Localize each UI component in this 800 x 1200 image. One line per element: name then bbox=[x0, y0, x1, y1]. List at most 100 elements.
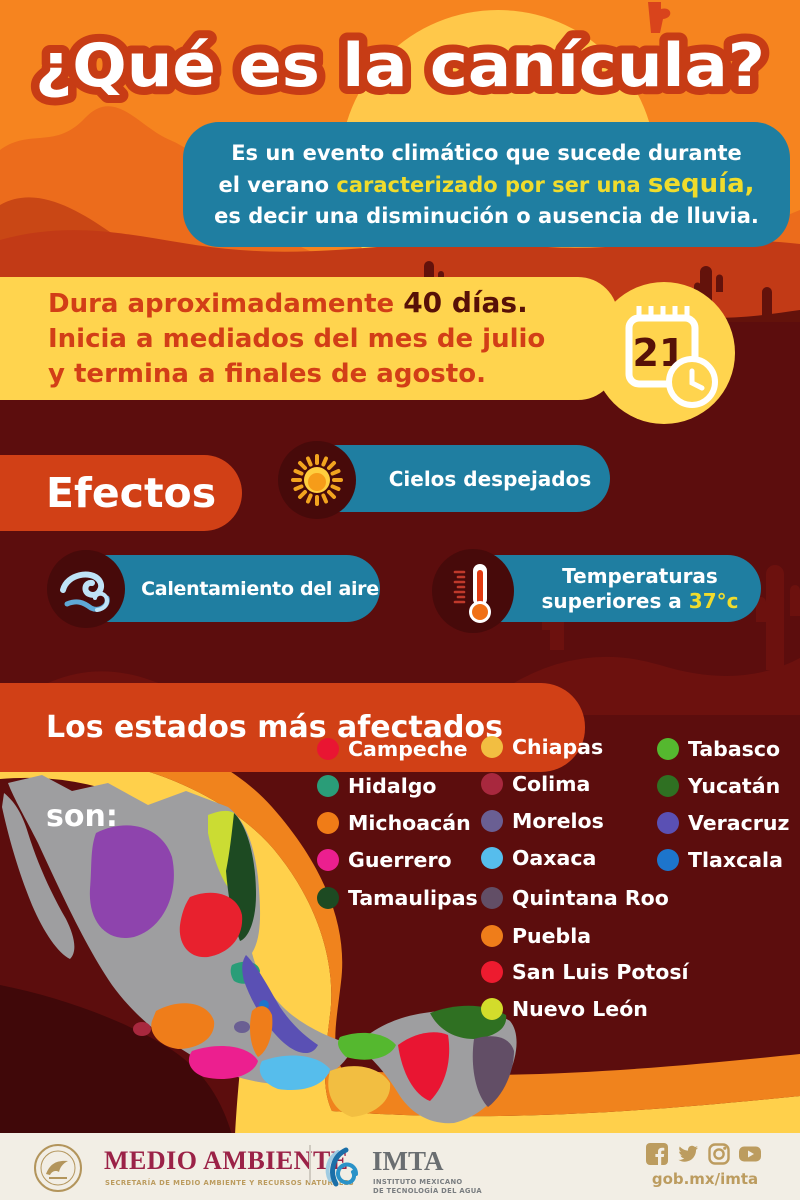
effect-air-heating-badge bbox=[47, 550, 125, 628]
state-dot bbox=[317, 775, 339, 797]
list-item: San Luis Potosí bbox=[481, 960, 689, 984]
map-shadow bbox=[0, 985, 232, 1135]
duration-line-1: Dura aproximadamente 40 días. bbox=[48, 285, 618, 322]
effect-clear-skies: Cielos despejados bbox=[300, 445, 610, 512]
state-label: Campeche bbox=[348, 737, 468, 761]
brand-medio-ambiente: MEDIO AMBIENTE bbox=[104, 1146, 349, 1175]
social-icons bbox=[646, 1143, 761, 1165]
duration-box: Dura aproximadamente 40 días. Inicia a m… bbox=[0, 277, 618, 400]
duration-line-3: y termina a finales de agosto. bbox=[48, 359, 486, 389]
list-item: Quintana Roo bbox=[481, 886, 669, 910]
list-item: Yucatán bbox=[657, 774, 780, 798]
state-label: Oaxaca bbox=[512, 846, 597, 870]
effect-temperatures-line1: Temperaturas bbox=[562, 563, 718, 588]
list-item: Colima bbox=[481, 772, 590, 796]
effects-heading: Efectos bbox=[0, 455, 242, 531]
state-label: Tlaxcala bbox=[688, 848, 783, 872]
instagram-icon[interactable] bbox=[708, 1143, 730, 1165]
list-item: Campeche bbox=[317, 737, 467, 761]
effect-temperatures-line2: superiores a 37°c bbox=[519, 589, 761, 614]
calendar-clock-icon: 21 bbox=[625, 306, 718, 408]
state-label: Tamaulipas bbox=[348, 886, 478, 910]
intro-box: Es un evento climático que sucede durant… bbox=[183, 122, 790, 247]
page-title-art: ¿Qué es la canícula? bbox=[27, 23, 773, 109]
list-item: Hidalgo bbox=[317, 774, 436, 798]
imta-subtitle-line1: INSTITUTO MEXICANO bbox=[373, 1178, 463, 1186]
brand-subtitle: SECRETARÍA DE MEDIO AMBIENTE Y RECURSOS … bbox=[105, 1179, 355, 1187]
youtube-icon[interactable] bbox=[739, 1143, 761, 1165]
list-item: Tlaxcala bbox=[657, 848, 783, 872]
list-item: Michoacán bbox=[317, 811, 471, 835]
state-label: Tabasco bbox=[688, 737, 781, 761]
state-dot bbox=[317, 812, 339, 834]
sun-icon bbox=[291, 454, 343, 506]
state-label: San Luis Potosí bbox=[512, 960, 689, 984]
calendar-badge: 21 bbox=[593, 282, 735, 424]
intro-line-2-highlight-big: sequía, bbox=[647, 168, 755, 199]
state-label: Veracruz bbox=[688, 811, 790, 835]
list-item: Chiapas bbox=[481, 735, 603, 759]
state-label: Morelos bbox=[512, 809, 604, 833]
effect-temperatures-badge bbox=[432, 549, 514, 633]
gob-mx-link[interactable]: gob.mx/imta bbox=[651, 1170, 759, 1188]
state-dot bbox=[481, 961, 503, 983]
list-item: Puebla bbox=[481, 924, 591, 948]
state-dot bbox=[481, 736, 503, 758]
effect-clear-skies-label: Cielos despejados bbox=[388, 466, 592, 491]
list-item: Veracruz bbox=[657, 811, 789, 835]
state-dot bbox=[481, 773, 503, 795]
duration-days: 40 días. bbox=[403, 286, 528, 319]
mexico-map bbox=[0, 726, 800, 1135]
intro-line-1: Es un evento climático que sucede durant… bbox=[231, 140, 742, 165]
state-dot bbox=[657, 812, 679, 834]
state-dot bbox=[657, 849, 679, 871]
imta-wordmark: IMTA bbox=[372, 1146, 444, 1176]
page-title: ¿Qué es la canícula? bbox=[35, 31, 765, 101]
effect-temperatures-value: 37°c bbox=[688, 588, 739, 613]
thermometer-icon bbox=[453, 564, 491, 623]
state-dot bbox=[481, 810, 503, 832]
twitter-icon[interactable] bbox=[677, 1143, 699, 1165]
state-label: Chiapas bbox=[512, 735, 604, 759]
map-states bbox=[89, 810, 514, 1117]
state-dot bbox=[317, 849, 339, 871]
effect-clear-skies-badge bbox=[278, 441, 356, 519]
intro-line-2-white: el verano bbox=[218, 172, 337, 197]
state-dot bbox=[481, 887, 503, 909]
map-orange-band bbox=[0, 726, 800, 1117]
duration-line-2: Inicia a mediados del mes de julio bbox=[48, 324, 546, 354]
list-item: Nuevo León bbox=[481, 997, 648, 1021]
imta-logo-icon bbox=[325, 1147, 358, 1187]
list-item: Morelos bbox=[481, 809, 604, 833]
intro-line-3: es decir una disminución o ausencia de l… bbox=[214, 203, 759, 228]
state-dot bbox=[481, 925, 503, 947]
wind-icon bbox=[60, 571, 110, 612]
footer-divider bbox=[309, 1145, 311, 1183]
state-label: Guerrero bbox=[348, 848, 452, 872]
state-dot bbox=[481, 847, 503, 869]
imta-subtitle-line2: DE TECNOLOGÍA DEL AGUA bbox=[373, 1186, 482, 1195]
facebook-icon[interactable] bbox=[646, 1143, 668, 1165]
state-label: Nuevo León bbox=[512, 997, 648, 1021]
semarnat-seal-icon bbox=[34, 1144, 82, 1192]
list-item: Oaxaca bbox=[481, 846, 596, 870]
intro-line-2-highlight: caracterizado por ser una bbox=[336, 172, 648, 197]
state-label: Yucatán bbox=[688, 774, 781, 798]
state-dot bbox=[317, 738, 339, 760]
effect-air-heating-label: Calentamiento del aire bbox=[141, 577, 379, 600]
effect-temperatures-prefix: superiores a bbox=[541, 588, 689, 613]
state-dot bbox=[317, 887, 339, 909]
list-item: Tamaulipas bbox=[317, 886, 478, 910]
state-label: Michoacán bbox=[348, 811, 471, 835]
state-label: Puebla bbox=[512, 924, 592, 948]
state-label: Hidalgo bbox=[348, 774, 437, 798]
state-dot bbox=[657, 775, 679, 797]
list-item: Guerrero bbox=[317, 848, 452, 872]
list-item: Tabasco bbox=[657, 737, 780, 761]
cactus-accent bbox=[648, 2, 671, 33]
state-dot bbox=[657, 738, 679, 760]
state-label: Quintana Roo bbox=[512, 886, 669, 910]
imta-subtitle: INSTITUTO MEXICANO DE TECNOLOGÍA DEL AGU… bbox=[373, 1178, 482, 1195]
duration-lead: Dura aproximadamente bbox=[48, 289, 404, 319]
